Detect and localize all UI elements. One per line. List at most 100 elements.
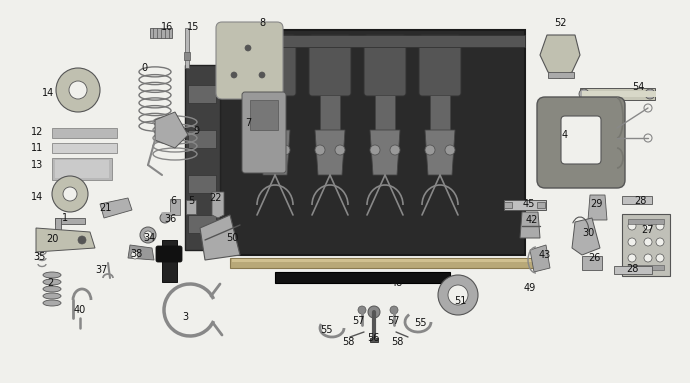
Ellipse shape bbox=[43, 286, 61, 292]
Polygon shape bbox=[315, 130, 345, 175]
Circle shape bbox=[245, 45, 251, 51]
Text: 35: 35 bbox=[34, 252, 46, 262]
Text: 37: 37 bbox=[96, 265, 108, 275]
Polygon shape bbox=[425, 130, 455, 175]
Circle shape bbox=[370, 145, 380, 155]
FancyBboxPatch shape bbox=[188, 130, 216, 148]
Text: 54: 54 bbox=[632, 82, 644, 92]
Text: 57: 57 bbox=[352, 316, 364, 326]
Text: 12: 12 bbox=[31, 127, 43, 137]
Text: 51: 51 bbox=[454, 296, 466, 306]
Circle shape bbox=[144, 231, 152, 239]
Text: 8: 8 bbox=[259, 18, 265, 28]
FancyBboxPatch shape bbox=[622, 196, 652, 204]
Circle shape bbox=[656, 238, 664, 246]
Text: 48: 48 bbox=[391, 278, 403, 288]
FancyBboxPatch shape bbox=[188, 85, 216, 103]
FancyBboxPatch shape bbox=[309, 35, 351, 96]
FancyBboxPatch shape bbox=[614, 266, 652, 274]
Circle shape bbox=[628, 254, 636, 262]
FancyBboxPatch shape bbox=[216, 22, 283, 99]
Text: 16: 16 bbox=[161, 22, 173, 32]
FancyBboxPatch shape bbox=[622, 214, 670, 276]
Text: 29: 29 bbox=[590, 199, 602, 209]
Text: 26: 26 bbox=[588, 253, 600, 263]
Polygon shape bbox=[540, 35, 580, 78]
Circle shape bbox=[160, 213, 170, 223]
FancyBboxPatch shape bbox=[370, 338, 378, 342]
Circle shape bbox=[425, 145, 435, 155]
FancyBboxPatch shape bbox=[55, 218, 61, 240]
Circle shape bbox=[335, 145, 345, 155]
FancyBboxPatch shape bbox=[504, 202, 512, 208]
Circle shape bbox=[358, 306, 366, 314]
Polygon shape bbox=[155, 112, 188, 148]
FancyBboxPatch shape bbox=[220, 35, 525, 47]
Text: 14: 14 bbox=[42, 88, 54, 98]
Circle shape bbox=[644, 254, 652, 262]
FancyBboxPatch shape bbox=[561, 116, 601, 164]
FancyBboxPatch shape bbox=[156, 246, 182, 262]
FancyBboxPatch shape bbox=[628, 219, 664, 224]
FancyBboxPatch shape bbox=[230, 258, 540, 268]
Text: 40: 40 bbox=[74, 305, 86, 315]
FancyBboxPatch shape bbox=[170, 199, 180, 215]
Text: 50: 50 bbox=[226, 233, 238, 243]
FancyBboxPatch shape bbox=[184, 52, 190, 60]
Circle shape bbox=[445, 145, 455, 155]
Circle shape bbox=[315, 145, 325, 155]
Text: 21: 21 bbox=[99, 203, 111, 213]
Text: 3: 3 bbox=[182, 312, 188, 322]
Text: 5: 5 bbox=[188, 196, 194, 206]
Polygon shape bbox=[572, 218, 600, 255]
Text: 38: 38 bbox=[130, 249, 142, 259]
Text: 4: 4 bbox=[562, 130, 568, 140]
Text: 49: 49 bbox=[524, 283, 536, 293]
Text: 45: 45 bbox=[523, 199, 535, 209]
Circle shape bbox=[140, 227, 156, 243]
FancyBboxPatch shape bbox=[320, 95, 340, 130]
FancyBboxPatch shape bbox=[628, 265, 664, 270]
Text: 39: 39 bbox=[166, 248, 178, 258]
Text: 22: 22 bbox=[209, 193, 221, 203]
Ellipse shape bbox=[43, 293, 61, 299]
FancyBboxPatch shape bbox=[504, 200, 546, 210]
Circle shape bbox=[656, 222, 664, 230]
Text: 27: 27 bbox=[642, 225, 654, 235]
FancyBboxPatch shape bbox=[254, 35, 296, 96]
Text: 1: 1 bbox=[62, 213, 68, 223]
Text: 58: 58 bbox=[342, 337, 354, 347]
Text: 55: 55 bbox=[414, 318, 426, 328]
Circle shape bbox=[656, 254, 664, 262]
FancyBboxPatch shape bbox=[188, 175, 216, 193]
FancyBboxPatch shape bbox=[275, 272, 450, 283]
Circle shape bbox=[78, 236, 86, 244]
FancyBboxPatch shape bbox=[364, 35, 406, 96]
Text: 20: 20 bbox=[46, 234, 58, 244]
Text: 34: 34 bbox=[143, 233, 155, 243]
FancyBboxPatch shape bbox=[548, 72, 574, 78]
Text: 36: 36 bbox=[164, 214, 176, 224]
Text: 28: 28 bbox=[626, 264, 638, 274]
FancyBboxPatch shape bbox=[188, 215, 216, 233]
Ellipse shape bbox=[43, 279, 61, 285]
FancyBboxPatch shape bbox=[55, 218, 85, 224]
FancyBboxPatch shape bbox=[185, 28, 189, 68]
Text: 7: 7 bbox=[245, 118, 251, 128]
FancyBboxPatch shape bbox=[242, 92, 286, 173]
Text: 11: 11 bbox=[31, 143, 43, 153]
Polygon shape bbox=[100, 198, 132, 218]
Circle shape bbox=[628, 238, 636, 246]
FancyBboxPatch shape bbox=[52, 143, 117, 153]
Polygon shape bbox=[520, 212, 540, 238]
FancyBboxPatch shape bbox=[186, 200, 196, 214]
FancyBboxPatch shape bbox=[582, 256, 602, 270]
FancyBboxPatch shape bbox=[419, 35, 461, 96]
Circle shape bbox=[368, 306, 380, 318]
FancyBboxPatch shape bbox=[537, 202, 545, 208]
Circle shape bbox=[390, 306, 398, 314]
Ellipse shape bbox=[43, 300, 61, 306]
Polygon shape bbox=[212, 192, 224, 218]
Circle shape bbox=[628, 222, 636, 230]
Circle shape bbox=[579, 89, 589, 99]
